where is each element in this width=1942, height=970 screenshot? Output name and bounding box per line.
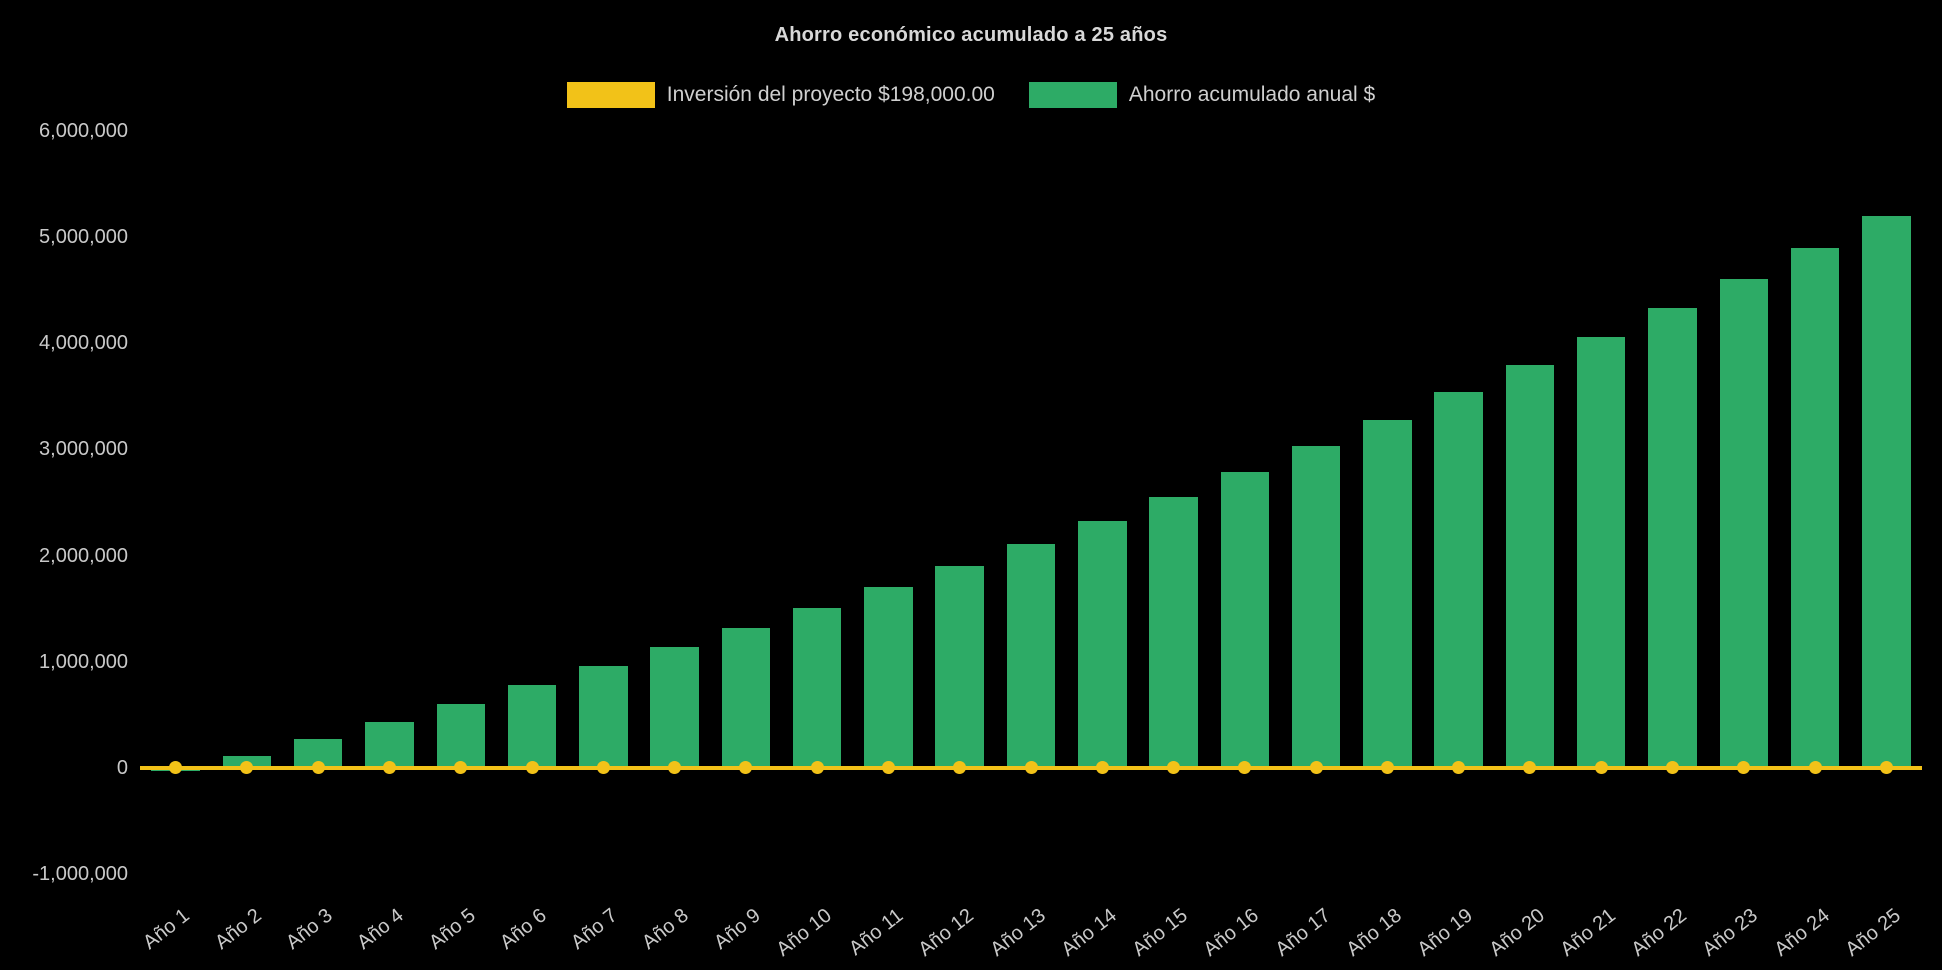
chart-title: Ahorro económico acumulado a 25 años (774, 24, 1168, 46)
x-axis-tick-label: Año 13 (985, 904, 1050, 961)
x-axis-tick-label: Año 7 (567, 904, 622, 954)
bar-año-23[interactable] (1719, 278, 1769, 768)
bar-año-15[interactable] (1149, 497, 1198, 768)
bar-año-4[interactable] (365, 722, 414, 768)
bar-año-14[interactable] (1078, 520, 1127, 768)
x-axis-tick-label: Año 19 (1413, 904, 1478, 961)
investment-point[interactable] (1024, 761, 1038, 775)
x-axis-tick-label: Año 21 (1556, 904, 1620, 961)
bar-año-5[interactable] (436, 704, 485, 768)
bar-año-19[interactable] (1434, 392, 1483, 768)
x-axis-tick-label: Año 8 (638, 904, 694, 954)
y-axis-tick-label: -1,000,000 (32, 863, 128, 885)
investment-point[interactable] (1523, 761, 1537, 775)
investment-point[interactable] (525, 761, 539, 775)
investment-point[interactable] (1737, 761, 1751, 775)
investment-point[interactable] (1879, 761, 1893, 775)
investment-point[interactable] (240, 761, 254, 775)
y-axis-tick-label: 2,000,000 (39, 544, 128, 567)
bar-año-7[interactable] (579, 665, 628, 768)
bar-año-25[interactable] (1862, 215, 1911, 768)
legend-swatch-investment-icon (566, 82, 655, 108)
chart-legend: Inversión del proyecto $198,000.00 Ahorr… (0, 82, 1942, 108)
investment-point[interactable] (1309, 761, 1323, 775)
investment-point[interactable] (810, 761, 824, 775)
y-axis-tick-label: 3,000,000 (39, 438, 128, 461)
x-axis-tick-label: Año 24 (1770, 904, 1834, 961)
x-axis-tick-label: Año 16 (1199, 904, 1264, 961)
y-axis-tick-label: 1,000,000 (39, 650, 128, 673)
investment-point[interactable] (1167, 761, 1181, 775)
bar-año-10[interactable] (792, 607, 842, 768)
x-axis-tick-label: Año 4 (353, 904, 408, 954)
legend-label-investment: Inversión del proyecto $198,000.00 (666, 83, 995, 106)
x-axis-tick-label: Año 14 (1057, 904, 1121, 961)
x-axis-tick-label: Año 25 (1841, 904, 1905, 961)
x-axis-tick-label: Año 15 (1128, 904, 1193, 961)
investment-point[interactable] (596, 761, 610, 775)
bar-año-22[interactable] (1648, 308, 1697, 768)
investment-point[interactable] (1095, 761, 1109, 775)
x-axis-tick-label: Año 23 (1698, 904, 1763, 961)
bar-año-18[interactable] (1363, 419, 1412, 768)
investment-point[interactable] (1380, 761, 1394, 775)
bar-año-20[interactable] (1505, 364, 1555, 768)
investment-point[interactable] (1808, 761, 1822, 775)
legend-swatch-savings-icon (1028, 82, 1117, 108)
y-axis-tick-label: 4,000,000 (39, 332, 128, 355)
x-axis-tick-label: Año 20 (1484, 904, 1549, 961)
bar-año-8[interactable] (650, 646, 699, 768)
x-axis-tick-label: Año 5 (424, 904, 480, 954)
legend-item-savings[interactable]: Ahorro acumulado anual $ (1028, 82, 1376, 108)
bar-año-11[interactable] (864, 587, 913, 768)
investment-point[interactable] (454, 761, 468, 775)
legend-item-investment[interactable]: Inversión del proyecto $198,000.00 (566, 82, 995, 108)
x-axis-tick-label: Año 2 (210, 904, 266, 954)
legend-label-savings: Ahorro acumulado anual $ (1128, 83, 1376, 106)
x-axis-tick-label: Año 17 (1271, 904, 1335, 961)
x-axis-tick-label: Año 3 (281, 904, 337, 954)
bar-año-12[interactable] (935, 566, 984, 768)
y-axis-tick-label: 6,000,000 (39, 120, 128, 142)
investment-point[interactable] (668, 761, 682, 775)
bar-año-24[interactable] (1790, 247, 1840, 768)
investment-point[interactable] (1238, 761, 1252, 775)
investment-point[interactable] (169, 761, 183, 775)
investment-point[interactable] (311, 761, 325, 775)
y-axis-tick-label: 0 (116, 756, 128, 779)
investment-point[interactable] (1594, 761, 1608, 775)
bar-año-16[interactable] (1220, 471, 1270, 768)
x-axis-tick-label: Año 12 (914, 904, 979, 961)
x-axis-tick-label: Año 9 (709, 904, 765, 954)
x-axis-tick-label: Año 1 (139, 904, 195, 954)
investment-point[interactable] (881, 761, 895, 775)
x-axis-tick-label: Año 18 (1342, 904, 1406, 961)
x-axis-tick-label: Año 22 (1627, 904, 1691, 961)
bar-año-17[interactable] (1291, 446, 1341, 768)
x-axis-tick-label: Año 10 (772, 904, 836, 961)
investment-point[interactable] (382, 761, 396, 775)
x-axis-tick-label: Año 11 (844, 904, 907, 960)
y-axis-tick-label: 5,000,000 (39, 226, 128, 249)
investment-point[interactable] (1666, 761, 1680, 775)
bar-año-13[interactable] (1006, 543, 1056, 768)
investment-point[interactable] (953, 761, 967, 775)
investment-point[interactable] (1452, 761, 1466, 775)
bar-año-9[interactable] (721, 627, 771, 768)
bar-año-6[interactable] (507, 685, 557, 768)
bar-año-21[interactable] (1577, 336, 1626, 768)
x-axis-tick-label: Año 6 (495, 904, 551, 954)
investment-point[interactable] (739, 761, 753, 775)
